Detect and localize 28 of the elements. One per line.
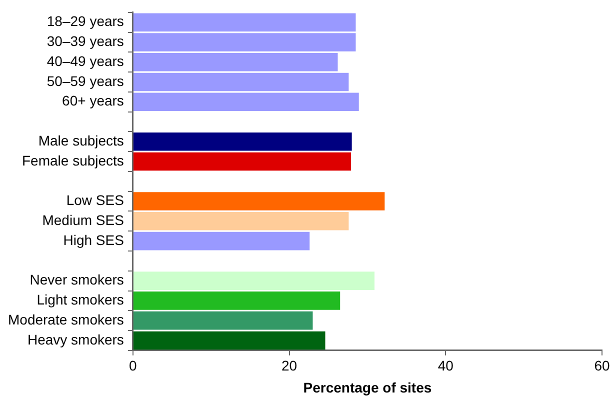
x-tick-label: 60 xyxy=(594,358,610,374)
bar xyxy=(133,272,374,290)
bar xyxy=(133,331,326,350)
x-tick-label: 0 xyxy=(129,358,138,374)
bar xyxy=(133,192,385,210)
y-tick-label: Low SES xyxy=(66,192,124,208)
y-tick-label: 30–39 years xyxy=(46,33,124,50)
bar xyxy=(133,292,340,310)
y-tick-label: High SES xyxy=(63,232,124,248)
bar xyxy=(133,152,352,171)
y-tick-label: Female subjects xyxy=(22,152,124,168)
bar xyxy=(133,232,310,250)
y-tick-label: Heavy smokers xyxy=(27,331,124,348)
y-tick-label: 18–29 years xyxy=(46,13,124,30)
y-tick-label: Never smokers xyxy=(30,272,124,288)
y-tick-label: Light smokers xyxy=(36,292,124,308)
x-tick-label: 40 xyxy=(438,358,454,374)
y-tick-label: 50–59 years xyxy=(46,72,124,89)
y-tick-label: 60+ years xyxy=(62,92,124,109)
x-axis-title: Percentage of sites xyxy=(303,379,432,396)
y-tick-label: Moderate smokers xyxy=(8,311,124,328)
bar xyxy=(133,311,313,330)
bar xyxy=(133,212,349,230)
y-tick-label: 40–49 years xyxy=(46,52,124,69)
bar xyxy=(133,132,352,151)
y-tick-label: Male subjects xyxy=(38,132,124,148)
y-tick-label: Medium SES xyxy=(42,212,124,228)
x-tick-label: 20 xyxy=(282,358,298,374)
